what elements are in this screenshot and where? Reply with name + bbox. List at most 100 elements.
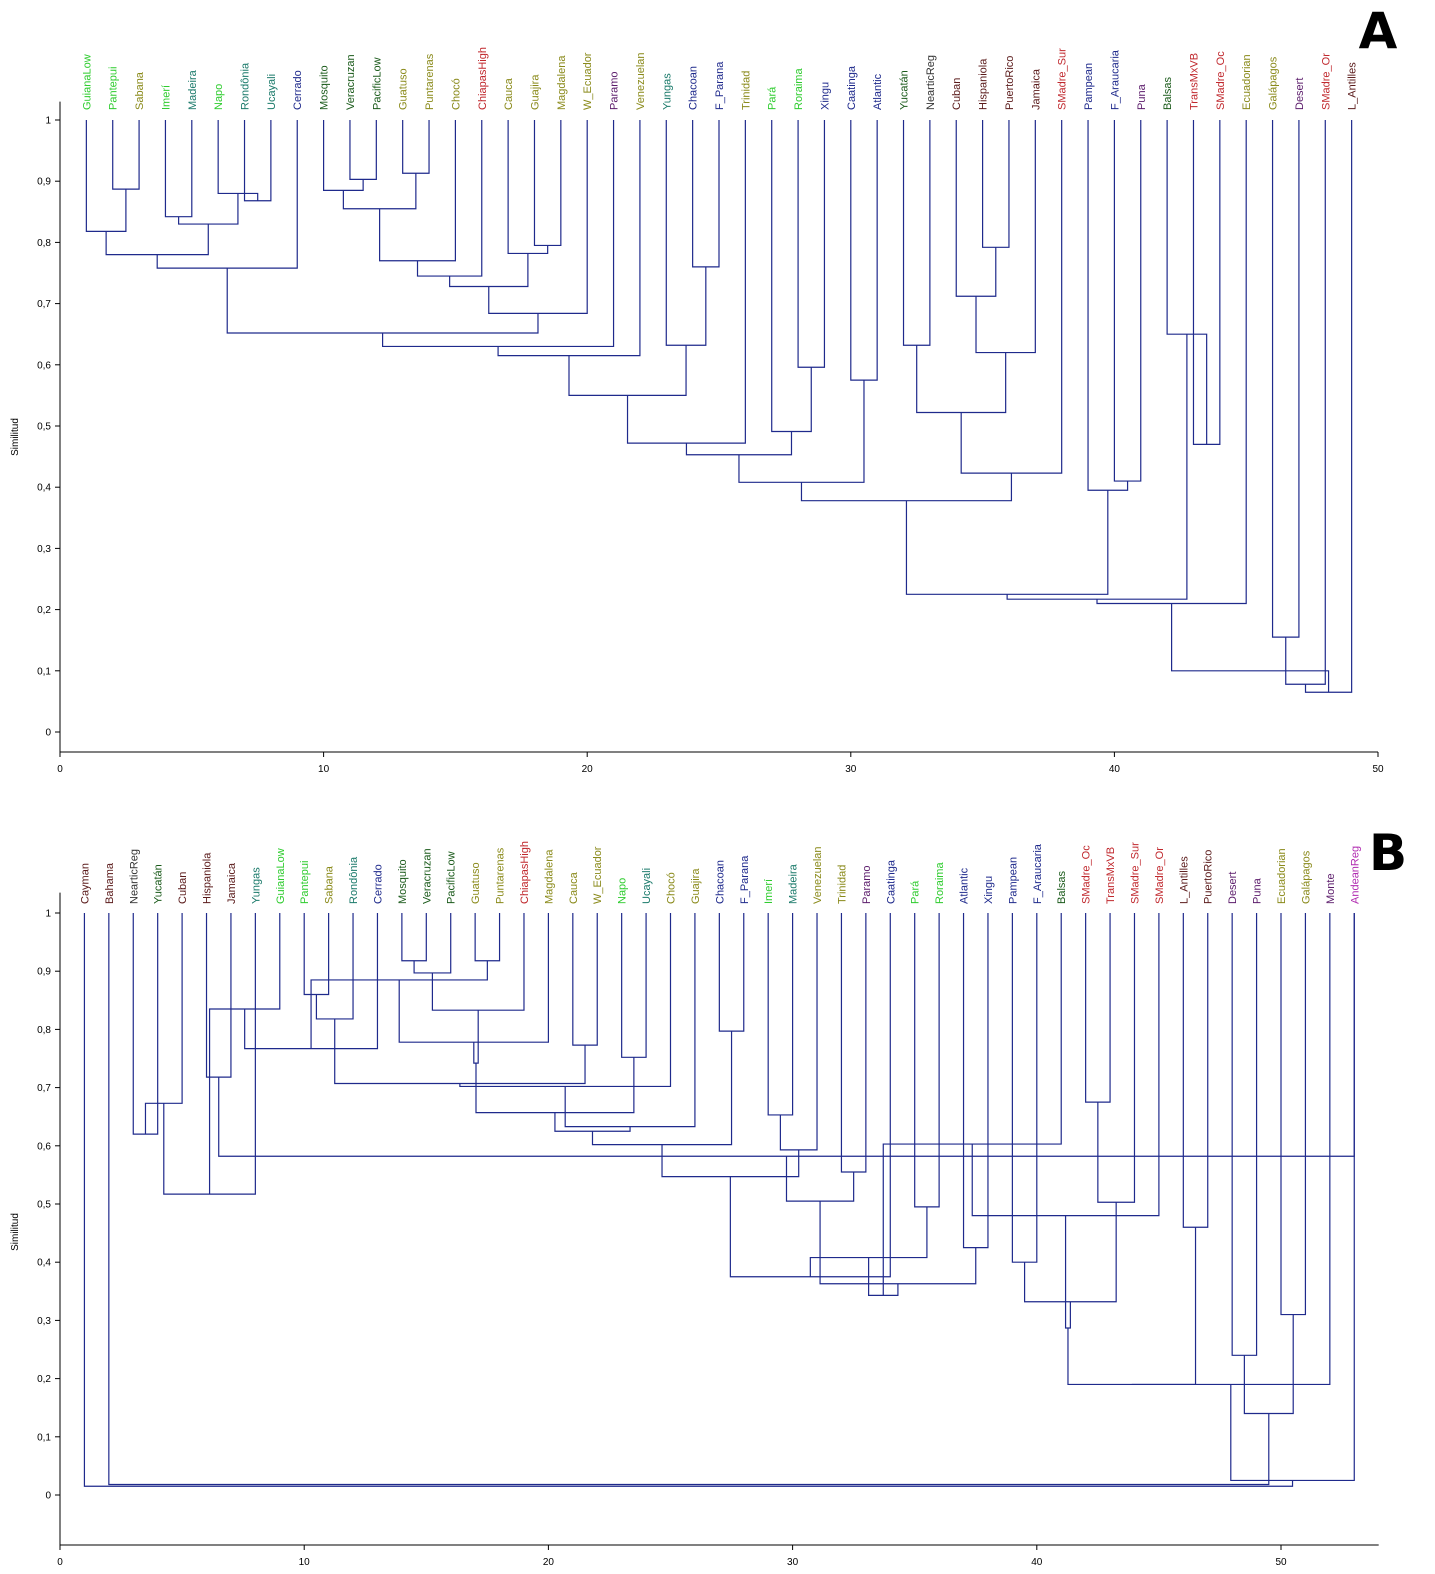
y-tick-label: 0,4 xyxy=(37,483,51,494)
dendrogram-link xyxy=(956,120,996,296)
dendrogram-link xyxy=(109,913,1269,1485)
leaf-label: Paramo xyxy=(861,865,873,904)
dendrogram-link xyxy=(904,120,930,345)
leaf-label: Monte xyxy=(1325,873,1337,904)
y-tick-label: 0,1 xyxy=(37,1432,51,1443)
y-tick-label: 0,3 xyxy=(37,1316,51,1327)
dendrogram-link xyxy=(768,913,792,1115)
dendrogram-link xyxy=(841,913,865,1172)
y-tick-label: 0,6 xyxy=(37,360,51,371)
leaf-label: Ucayali xyxy=(641,868,653,904)
dendrogram-link xyxy=(498,120,640,356)
dendrogram-link xyxy=(1114,120,1140,481)
leaf-label: Magdalena xyxy=(556,55,568,110)
leaf-label: Cuban xyxy=(177,872,189,904)
dendrogram-link xyxy=(1088,120,1128,490)
dendrogram-link xyxy=(1007,334,1187,599)
x-tick-label: 10 xyxy=(318,764,330,775)
leaf-label: Yucatán xyxy=(153,864,165,904)
dendrogram-link xyxy=(534,120,560,245)
leaf-label: NearticReg xyxy=(128,849,140,904)
dendrogram-link xyxy=(883,913,1061,1295)
y-tick-label: 0,5 xyxy=(37,1200,51,1211)
dendrogram-link xyxy=(414,913,451,973)
dendrogram-link xyxy=(662,1145,799,1177)
dendrogram-link xyxy=(1132,913,1330,1384)
leaf-label: AndeanReg xyxy=(1349,846,1361,904)
leaf-label: Venezuelan xyxy=(812,847,824,905)
leaf-label: Xingu xyxy=(983,876,995,904)
dendrogram-link xyxy=(592,1031,731,1144)
leaf-label: Balsas xyxy=(1162,76,1174,110)
leaf-label: Roraima xyxy=(793,68,805,110)
y-tick-label: 0,9 xyxy=(37,177,51,188)
dendrogram-link xyxy=(820,1201,976,1284)
dendrogram-link xyxy=(418,120,482,276)
leaf-label: Pará xyxy=(767,86,779,110)
leaf-label: PuertoRico xyxy=(1203,850,1215,904)
dendrogram-link xyxy=(133,913,157,1134)
dendrogram-link xyxy=(350,120,376,179)
y-tick-label: 1 xyxy=(45,909,51,920)
leaf-label: F_Araucaria xyxy=(1109,49,1121,110)
dendrogram-link xyxy=(1066,1216,1071,1328)
dendrogram-link xyxy=(207,913,231,1077)
y-tick-label: 0,3 xyxy=(37,544,51,555)
leaf-label: W_Ecuador xyxy=(582,52,594,110)
dendrogram-link xyxy=(972,913,1159,1216)
y-tick-label: 0,7 xyxy=(37,299,51,310)
leaf-label: Veracruzan xyxy=(421,848,433,904)
y-tick-label: 0,4 xyxy=(37,1258,51,1269)
leaf-label: TransMxVB xyxy=(1188,53,1200,110)
leaf-label: Yungas xyxy=(661,73,673,110)
dendrogram-link xyxy=(304,913,328,994)
y-tick-label: 0,9 xyxy=(37,967,51,978)
y-axis-title: Similitud xyxy=(10,1213,21,1251)
dendrogram-link xyxy=(1172,603,1329,692)
leaf-label: Desert xyxy=(1294,78,1306,110)
x-tick-label: 0 xyxy=(57,1557,63,1568)
leaf-label: ChiapasHigh xyxy=(519,841,531,904)
y-tick-label: 0 xyxy=(45,728,51,739)
leaf-label: Puntarenas xyxy=(424,53,436,110)
leaf-label: Pampean xyxy=(1083,63,1095,110)
leaf-label: ChiapasHigh xyxy=(477,47,489,110)
leaf-label: SMadre_Oc xyxy=(1081,845,1093,904)
leaf-label: SMadre_Oc xyxy=(1215,51,1227,110)
leaf-label: Hispaniola xyxy=(978,58,990,110)
leaf-label: Cuban xyxy=(951,78,963,110)
dendrogram-link xyxy=(1086,913,1110,1102)
leaf-label: Hispaniola xyxy=(202,852,214,904)
dendrogram-link xyxy=(489,120,587,313)
y-tick-label: 1 xyxy=(45,116,51,127)
leaf-label: Caatinga xyxy=(846,65,858,110)
dendrogram-link xyxy=(555,1113,630,1132)
leaf-label: Ucayali xyxy=(266,74,278,110)
dendrogram-link xyxy=(1244,1315,1293,1414)
leaf-label: GuianaLow xyxy=(81,54,93,110)
dendrogram-link xyxy=(1286,120,1326,684)
leaf-label: Guatuso xyxy=(398,68,410,110)
y-tick-label: 0,2 xyxy=(37,1374,51,1385)
leaf-label: Yucatán xyxy=(899,70,911,110)
leaf-label: Rondônia xyxy=(240,62,252,110)
leaf-label: Xingu xyxy=(819,82,831,110)
y-tick-label: 0,7 xyxy=(37,1083,51,1094)
leaf-label: F_Parana xyxy=(714,61,726,110)
dendrogram-link xyxy=(1281,913,1305,1315)
dendrogram-link xyxy=(1068,1227,1196,1384)
dendrogram-link xyxy=(693,120,719,267)
dendrogram-link xyxy=(573,913,597,1045)
leaf-label: Ecuadorian xyxy=(1241,54,1253,110)
dendrogram-link xyxy=(245,120,271,201)
leaf-label: PuertoRico xyxy=(1004,56,1016,110)
x-tick-label: 30 xyxy=(787,1557,799,1568)
leaf-label: GuianaLow xyxy=(275,848,287,904)
dendrogram-panel-b: 00,10,20,30,40,50,60,70,80,910 10 20 30 40 50… xyxy=(10,824,1407,1568)
leaf-label: L_Antilles xyxy=(1178,856,1190,904)
dendrogram-link xyxy=(565,913,695,1127)
panel-label: A xyxy=(1359,2,1398,60)
leaf-label: Balsas xyxy=(1056,870,1068,904)
leaf-label: W_Ecuador xyxy=(592,846,604,904)
